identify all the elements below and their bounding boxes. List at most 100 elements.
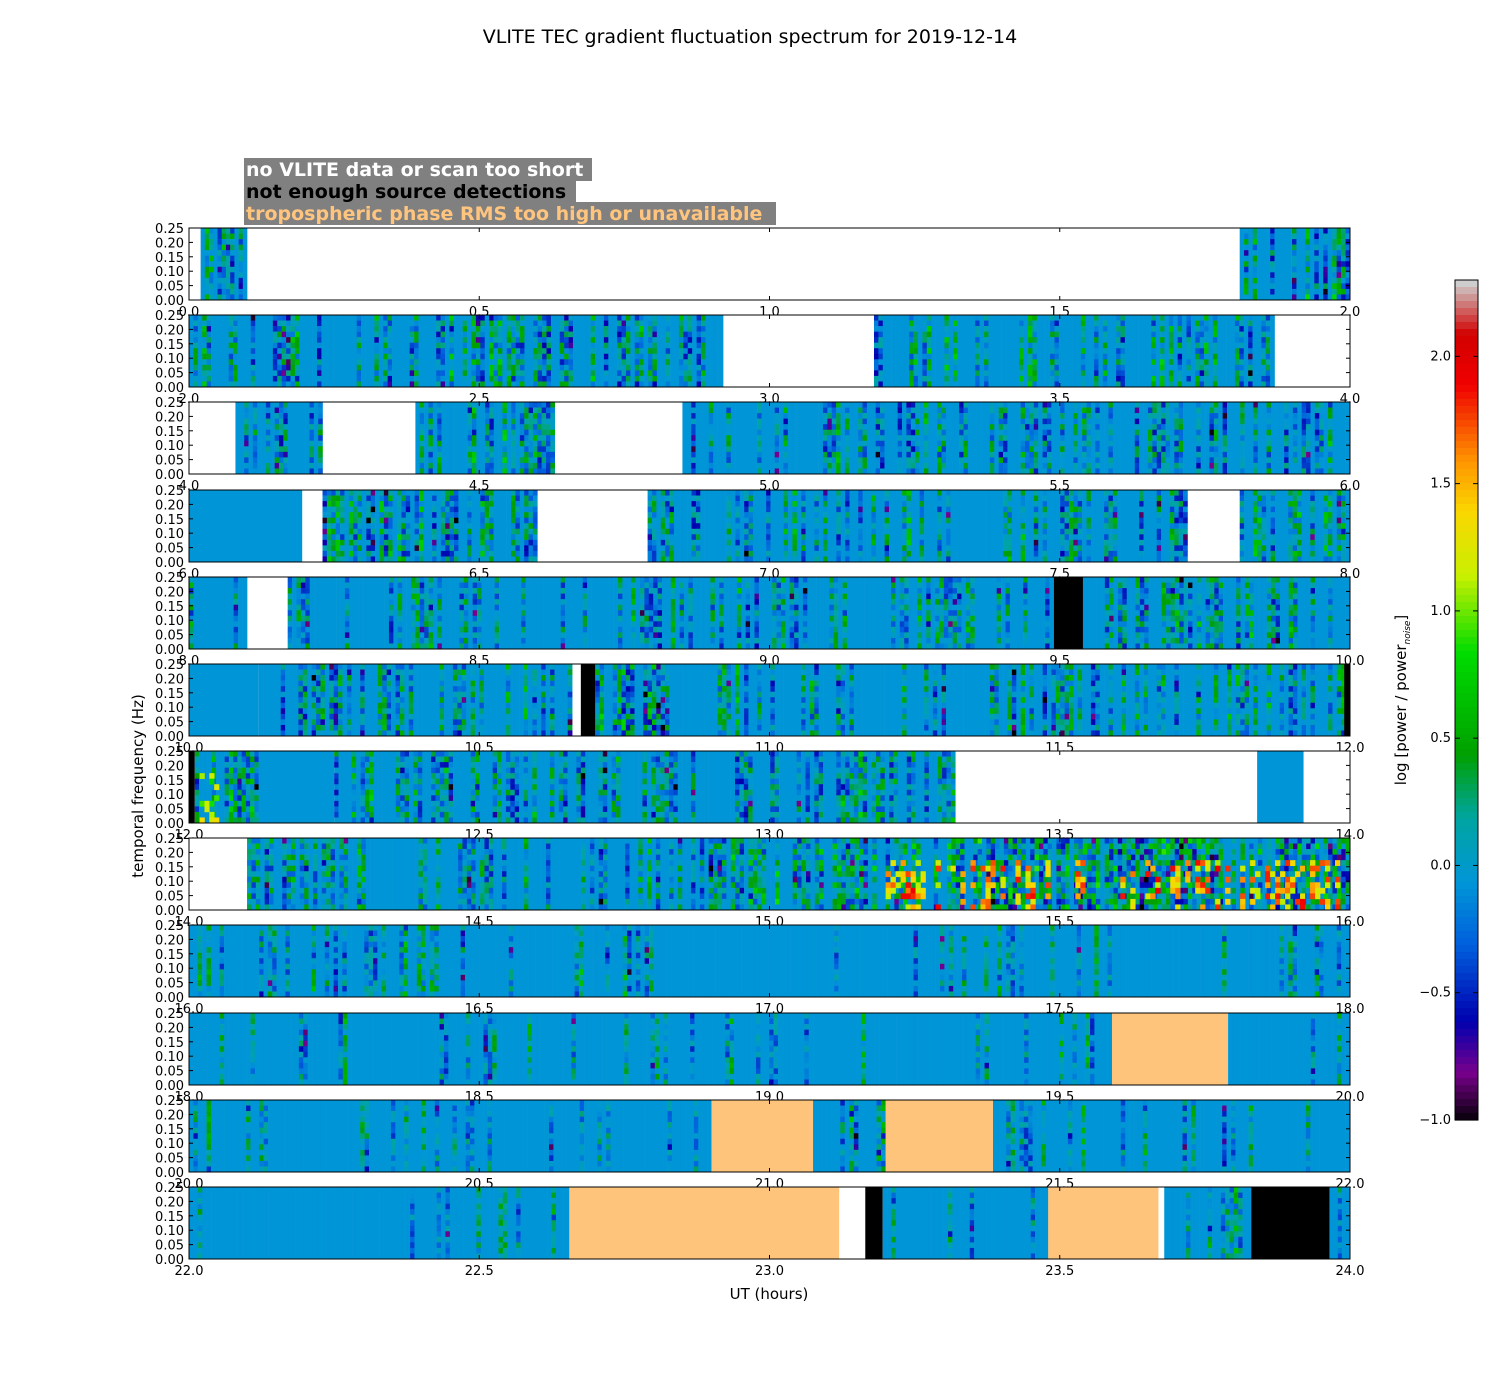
spectrum-cell — [1064, 545, 1070, 552]
spectrum-cell — [445, 534, 450, 541]
spectrum-cell — [678, 331, 684, 338]
spectrum-cell — [528, 512, 534, 518]
spectrum-cell — [678, 359, 684, 366]
spectrum-cell — [1050, 359, 1055, 366]
spectrum-cell — [1003, 457, 1008, 464]
spectrum-cell — [405, 495, 411, 502]
spectrum-cell — [1161, 451, 1166, 458]
spectrum-column — [1124, 315, 1130, 387]
spectrum-column — [206, 577, 212, 649]
spectrum-cell — [440, 556, 446, 563]
spectrum-cell — [937, 407, 942, 414]
spectrum-cell — [910, 407, 916, 414]
spectrum-cell — [639, 621, 645, 628]
spectrum-cell — [437, 599, 443, 605]
spectrum-cell — [1161, 435, 1166, 442]
spectrum-cell — [669, 556, 675, 563]
spectrum-cell — [353, 528, 358, 535]
spectrum-cell — [419, 626, 425, 633]
spectrum-cell — [1234, 348, 1240, 355]
spectrum-column — [765, 402, 771, 474]
spectrum-cell — [424, 643, 429, 650]
spectrum-cell — [745, 637, 751, 644]
spectrum-cell — [418, 539, 424, 546]
spectrum-cell — [331, 523, 336, 530]
spectrum-cell — [206, 320, 212, 327]
spectrum-cell — [1332, 277, 1337, 284]
spectrum-cell — [1046, 451, 1052, 458]
spectrum-cell — [515, 506, 521, 513]
spectrum-column — [643, 315, 649, 387]
spectrum-cell — [472, 582, 478, 589]
spectrum-cell — [1244, 266, 1249, 273]
spectrum-cell — [1305, 277, 1311, 284]
spectrum-cell — [436, 337, 441, 343]
spectrum-cell — [665, 517, 670, 524]
spectrum-cell — [1033, 550, 1039, 557]
spectrum-cell — [322, 534, 328, 541]
spectrum-cell — [467, 429, 473, 436]
spectrum-cell — [1080, 353, 1086, 360]
spectrum-cell — [780, 604, 786, 611]
spectrum-cell — [783, 440, 789, 447]
spectrum-cell — [305, 610, 310, 617]
spectrum-cell — [1257, 539, 1263, 546]
spectrum-cell — [1165, 429, 1171, 436]
spectrum-cell — [648, 359, 653, 366]
spectrum-cell — [910, 440, 916, 447]
spectrum-cell — [726, 495, 732, 502]
spectrum-column — [1029, 490, 1035, 562]
spectrum-column — [1058, 315, 1064, 387]
spectrum-cell — [437, 402, 442, 408]
spectrum-column — [224, 315, 230, 387]
spectrum-cell — [735, 517, 741, 524]
spectrum-cell — [1094, 364, 1099, 371]
spectrum-cell — [884, 506, 890, 513]
spectrum-cell — [1168, 348, 1174, 355]
spectrum-cell — [1186, 353, 1192, 360]
spectrum-cell — [946, 539, 951, 546]
spectrum-cell — [975, 353, 980, 360]
spectrum-cell — [1169, 501, 1175, 507]
spectrum-cell — [639, 353, 644, 360]
spectrum-cell — [1288, 523, 1293, 530]
spectrum-cell — [789, 626, 795, 633]
spectrum-column — [1243, 315, 1249, 387]
spectrum-cell — [541, 429, 547, 436]
spectrum-cell — [1108, 490, 1114, 496]
spectrum-cell — [1028, 353, 1033, 360]
spectrum-cell — [1032, 353, 1038, 360]
spectrum-cell — [467, 534, 472, 541]
spectrum-cell — [1252, 545, 1258, 552]
spectrum-cell — [370, 495, 376, 502]
spectrum-cell — [550, 424, 556, 430]
spectrum-cell — [651, 495, 657, 502]
spectrum-cell — [356, 381, 362, 388]
spectrum-cell — [919, 539, 925, 546]
spectrum-cell — [1310, 534, 1315, 541]
spectrum-cell — [524, 550, 529, 557]
spectrum-cell — [648, 577, 654, 583]
spectrum-cell — [745, 643, 751, 650]
spectrum-cell — [206, 342, 212, 349]
spectrum-cell — [1080, 348, 1086, 355]
spectrum-cell — [1265, 364, 1271, 371]
spectrum-cell — [1196, 429, 1201, 436]
spectrum-cell — [379, 550, 385, 557]
spectrum-cell — [1054, 315, 1060, 321]
spectrum-cell — [1028, 370, 1033, 377]
spectrum-cell — [665, 523, 670, 530]
spectrum-cell — [524, 539, 529, 546]
spectrum-cell — [356, 342, 362, 349]
spectrum-cell — [521, 615, 526, 622]
spectrum-cell — [432, 506, 437, 513]
spectrum-cell — [617, 320, 622, 327]
spectrum-cell — [494, 582, 500, 589]
spectrum-cell — [250, 375, 256, 382]
spectrum-cell — [644, 615, 650, 622]
spectrum-cell — [776, 599, 782, 605]
spectrum-cell — [520, 331, 525, 338]
spectrum-column — [1332, 402, 1338, 474]
spectrum-cell — [520, 375, 525, 382]
spectrum-cell — [1003, 462, 1008, 469]
